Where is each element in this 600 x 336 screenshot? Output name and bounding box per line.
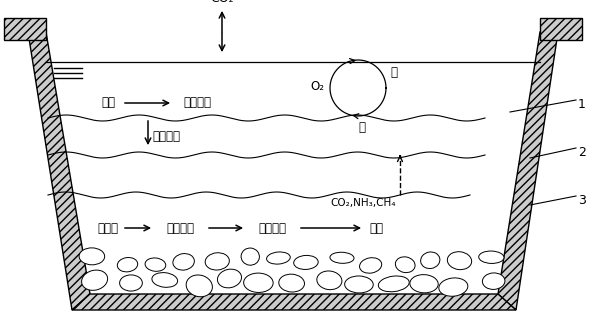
Ellipse shape [410,275,438,293]
Text: 好氧分解: 好氧分解 [183,96,211,110]
Ellipse shape [421,252,440,268]
Text: 藻: 藻 [390,66,397,79]
Ellipse shape [173,254,194,270]
Ellipse shape [317,271,342,290]
Ellipse shape [217,269,242,288]
Polygon shape [498,32,558,310]
Text: 产酸发酵: 产酸发酵 [166,221,194,235]
Polygon shape [540,18,582,40]
Ellipse shape [118,257,137,272]
Ellipse shape [279,274,304,292]
Ellipse shape [344,276,373,293]
Ellipse shape [293,255,318,269]
Text: 有机物: 有机物 [97,221,119,235]
Text: 2: 2 [578,145,586,159]
Ellipse shape [79,248,104,265]
Text: O₂: O₂ [310,80,324,92]
Text: 1: 1 [578,98,586,112]
Ellipse shape [330,252,354,263]
Ellipse shape [439,278,468,296]
Polygon shape [4,18,46,40]
Text: CO₂: CO₂ [210,0,234,5]
Text: 可沉物质: 可沉物质 [152,129,180,142]
Polygon shape [72,294,516,310]
Ellipse shape [482,273,505,289]
Text: CO₂,NH₃,CH₄: CO₂,NH₃,CH₄ [331,198,396,208]
Text: 菌: 菌 [359,121,365,134]
Ellipse shape [395,257,415,272]
Ellipse shape [359,258,382,273]
Ellipse shape [145,258,166,271]
Ellipse shape [186,275,212,297]
Ellipse shape [266,252,290,264]
Ellipse shape [241,248,259,265]
Text: 3: 3 [578,194,586,207]
Ellipse shape [448,252,472,270]
Ellipse shape [244,273,273,292]
Ellipse shape [82,270,107,290]
Polygon shape [28,32,90,310]
Text: 污水: 污水 [101,96,115,110]
Ellipse shape [152,272,178,287]
Text: 甲烷发酵: 甲烷发酵 [258,221,286,235]
Text: 气体: 气体 [369,221,383,235]
Ellipse shape [379,276,409,292]
Ellipse shape [205,253,229,270]
Ellipse shape [479,251,504,263]
Ellipse shape [119,275,142,291]
